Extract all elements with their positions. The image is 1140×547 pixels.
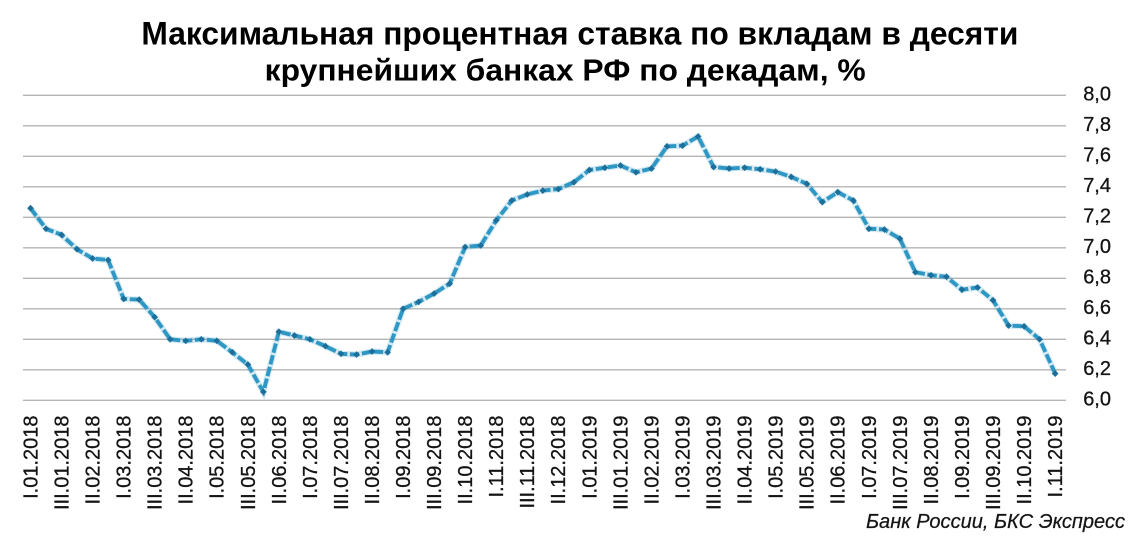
svg-text:II.10.2019: II.10.2019	[1014, 416, 1036, 505]
svg-text:II.08.2018: II.08.2018	[362, 416, 384, 505]
svg-text:8,0: 8,0	[1083, 84, 1111, 106]
svg-text:III.07.2019: III.07.2019	[890, 416, 912, 511]
svg-text:II.06.2019: II.06.2019	[828, 416, 850, 505]
svg-text:III.11.2018: III.11.2018	[517, 416, 539, 509]
svg-text:7,6: 7,6	[1083, 145, 1111, 167]
svg-text:6,6: 6,6	[1083, 297, 1111, 319]
svg-text:III.01.2019: III.01.2019	[610, 416, 632, 511]
svg-text:I.11.2018: I.11.2018	[486, 415, 508, 497]
svg-text:III.03.2018: III.03.2018	[145, 416, 167, 511]
svg-text:III.03.2019: III.03.2019	[704, 416, 726, 511]
svg-text:II.04.2018: II.04.2018	[176, 416, 198, 505]
svg-text:II.12.2018: II.12.2018	[548, 416, 570, 505]
svg-text:III.07.2018: III.07.2018	[331, 416, 353, 511]
svg-text:I.01.2019: I.01.2019	[579, 416, 601, 499]
svg-text:II.02.2018: II.02.2018	[83, 416, 105, 505]
svg-text:III.05.2019: III.05.2019	[797, 416, 819, 511]
svg-text:6,4: 6,4	[1083, 328, 1111, 350]
svg-text:6,8: 6,8	[1083, 267, 1111, 289]
svg-text:III.09.2019: III.09.2019	[983, 416, 1005, 511]
svg-text:I.11.2019: I.11.2019	[1045, 416, 1067, 498]
svg-text:I.05.2019: I.05.2019	[766, 416, 788, 499]
svg-text:6,2: 6,2	[1083, 358, 1111, 380]
svg-text:7,0: 7,0	[1083, 236, 1111, 258]
svg-text:III.01.2018: III.01.2018	[52, 416, 74, 511]
svg-text:I.05.2018: I.05.2018	[207, 416, 229, 499]
svg-text:7,2: 7,2	[1083, 206, 1111, 228]
svg-text:6,0: 6,0	[1083, 389, 1111, 411]
svg-text:Банк России, БКС Экспресс: Банк России, БКС Экспресс	[866, 511, 1125, 533]
svg-text:II.10.2018: II.10.2018	[455, 415, 477, 504]
svg-text:I.03.2018: I.03.2018	[114, 416, 136, 499]
svg-text:I.09.2019: I.09.2019	[952, 416, 974, 499]
svg-text:III.09.2018: III.09.2018	[424, 415, 446, 510]
svg-text:I.09.2018: I.09.2018	[393, 416, 415, 499]
svg-text:II.08.2019: II.08.2019	[921, 416, 943, 505]
svg-text:I.07.2019: I.07.2019	[859, 416, 881, 499]
svg-text:крупнейших банках РФ по декада: крупнейших банках РФ по декадам, %	[265, 52, 866, 87]
svg-text:I.07.2018: I.07.2018	[300, 416, 322, 499]
svg-text:III.05.2018: III.05.2018	[238, 416, 260, 511]
svg-text:Максимальная процентная ставка: Максимальная процентная ставка по вклада…	[141, 15, 1018, 51]
svg-text:7,4: 7,4	[1083, 175, 1111, 197]
svg-text:I.01.2018: I.01.2018	[20, 416, 42, 499]
svg-text:I.03.2019: I.03.2019	[673, 416, 695, 499]
svg-text:II.04.2019: II.04.2019	[735, 416, 757, 505]
svg-text:II.06.2018: II.06.2018	[269, 416, 291, 505]
svg-text:7,8: 7,8	[1083, 114, 1111, 136]
svg-text:II.02.2019: II.02.2019	[641, 416, 663, 505]
